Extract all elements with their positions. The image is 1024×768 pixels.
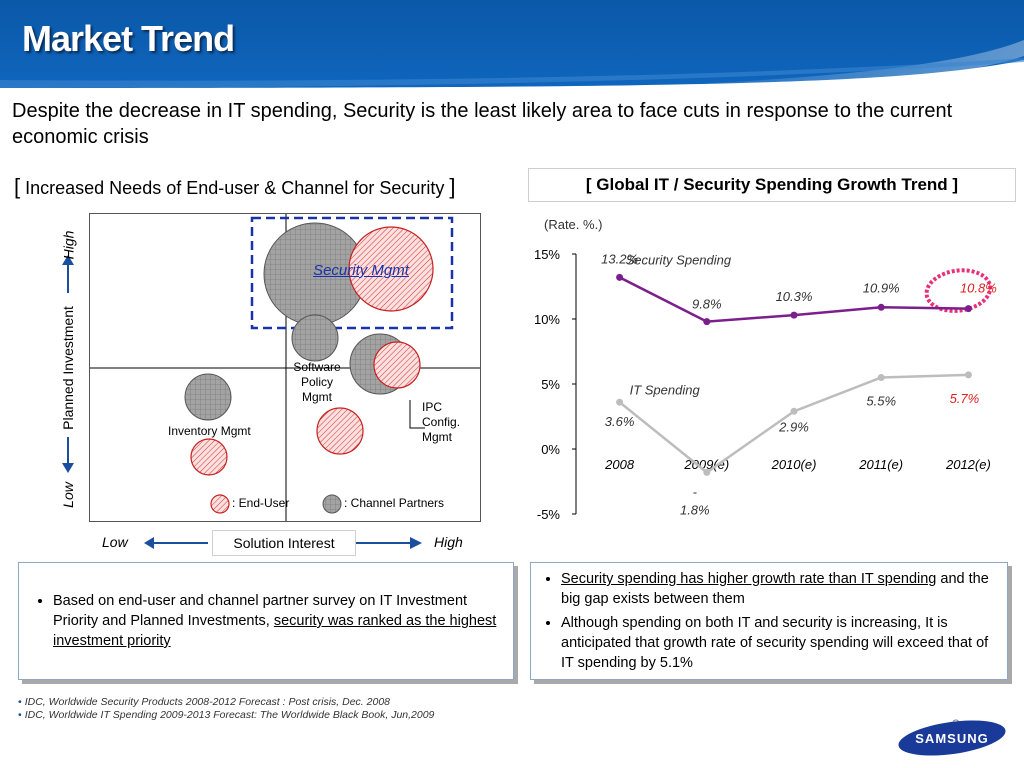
- series-point: [703, 468, 711, 476]
- summary-left-text: Based on end-user and channel partner su…: [53, 593, 468, 629]
- series-point: [616, 398, 624, 406]
- ipc-leader-line: [409, 400, 425, 429]
- page-subtitle: Despite the decrease in IT spending, Sec…: [12, 100, 953, 148]
- y-axis-high-label: High: [59, 230, 76, 260]
- x-axis-low-label: Low: [102, 534, 128, 550]
- header-band: [0, 0, 1024, 88]
- inventory-enduser-bubble: [190, 438, 228, 476]
- software-policy-channel-bubble: [291, 314, 339, 362]
- x-category-label: 2008: [604, 457, 635, 472]
- series-point: [616, 273, 624, 281]
- series-point: [964, 305, 972, 313]
- security-enduser-bubble: [348, 226, 434, 312]
- series-point: [703, 318, 711, 326]
- security-data-label: 9.8%: [692, 297, 722, 312]
- ipc-enduser-bubble: [373, 341, 421, 389]
- x-axis-high-label: High: [434, 534, 463, 550]
- heading-bracket-close: ]: [449, 174, 456, 199]
- legend-enduser-icon: [210, 494, 230, 514]
- right-panel-heading: [ Global IT / Security Spending Growth T…: [528, 168, 1016, 202]
- y-tick-label: 15%: [534, 247, 560, 262]
- inventory-channel-bubble: [184, 373, 232, 421]
- footnote-2-text: IDC, Worldwide IT Spending 2009-2013 For…: [24, 709, 435, 721]
- legend-enduser-label: : End-User: [232, 496, 290, 510]
- summary-left-box: Based on end-user and channel partner su…: [18, 562, 514, 680]
- y-tick-label: 5%: [541, 377, 560, 392]
- it-data-label: 5.5%: [866, 394, 896, 409]
- summary-right-item-2: Although spending on both IT and securit…: [561, 613, 997, 673]
- heading-bracket-open: [: [14, 174, 21, 199]
- logo-text: SAMSUNG: [915, 731, 988, 746]
- highlight-dashed-box: [250, 216, 454, 330]
- summary-right-item-1: Security spending has higher growth rate…: [561, 569, 997, 609]
- growth-trend-chart: 15% 10% 5% 0% -5% 2008 2009(e) 2010(e) 2011(e) 20…: [534, 247, 997, 522]
- software-policy-label: Software Policy Mgmt: [293, 360, 341, 404]
- security-mgmt-label: Security Mgmt: [313, 262, 409, 279]
- series-point: [964, 371, 972, 379]
- summary-right-text-1: and the big gap exists between them: [561, 571, 989, 607]
- it-data-label: 2.9%: [778, 419, 809, 434]
- y-axis-low-label: Low: [60, 482, 76, 508]
- ipc-config-label: IPC Config. Mgmt: [422, 400, 461, 444]
- security-data-label: 13.2%: [601, 251, 638, 266]
- summary-left-underlined: security was ranked as the highest inves…: [53, 613, 497, 649]
- bubble-matrix-svg: [90, 214, 480, 521]
- y-tick-label: 10%: [534, 312, 560, 327]
- left-panel-heading: [ Increased Needs of End-user & Channel …: [14, 174, 455, 200]
- footnote-1: • IDC, Worldwide Security Products 2008-2…: [18, 696, 391, 708]
- highlight-ring: [924, 268, 993, 313]
- it-data-label: 1.8%: [680, 502, 710, 517]
- x-category-label: 2011(e): [858, 457, 903, 472]
- y-axis-label: Planned Investment: [60, 306, 76, 430]
- summary-right-underlined: Security spending has higher growth rate…: [561, 571, 937, 587]
- y-tick-label: -5%: [537, 507, 561, 522]
- ipc-enduser-small-bubble: [316, 407, 364, 455]
- page-title: Market Trend: [22, 18, 235, 59]
- footnotes: • IDC, Worldwide Security Products 2008-2…: [18, 696, 467, 722]
- legend-channel-label: : Channel Partners: [344, 496, 445, 510]
- it-data-label: 5.7%: [950, 391, 980, 406]
- footnote-2: • IDC, Worldwide IT Spending 2009-2013 Fo…: [18, 709, 435, 721]
- security-series-name: Security Spending: [626, 252, 732, 267]
- it-data-label: 3.6%: [605, 414, 635, 429]
- security-data-label: 10.9%: [863, 280, 900, 295]
- left-heading-text: Increased Needs of End-user & Channel fo…: [20, 178, 450, 198]
- x-category-label: 2012(e): [945, 457, 991, 472]
- x-axis-left-arrow-icon: [144, 537, 154, 549]
- x-category-label: 2010(e): [771, 457, 817, 472]
- summary-left-item: Based on end-user and channel partner su…: [53, 591, 497, 651]
- footnote-1-text: IDC, Worldwide Security Products 2008-20…: [24, 696, 391, 708]
- security-data-label: 10.3%: [776, 289, 813, 304]
- samsung-logo: SAMSUNG: [898, 720, 1006, 756]
- series-point: [877, 374, 885, 381]
- y-tick-label: 0%: [541, 442, 560, 457]
- series-point: [790, 407, 798, 415]
- x-axis-right-arrow-icon: [410, 537, 422, 549]
- it-data-label: -: [693, 484, 698, 499]
- it-series-name: IT Spending: [630, 382, 701, 397]
- y-axis-down-arrow-icon: [62, 463, 74, 473]
- bubble-matrix: Security Mgmt Software Policy Mgmt IPC C…: [89, 213, 481, 522]
- y-axis-up-arrow-icon: [62, 255, 74, 265]
- series-point: [790, 311, 798, 319]
- summary-right-box: Security spending has higher growth rate…: [530, 562, 1008, 680]
- y-axis-arrows: [62, 255, 74, 473]
- security-data-label: 10.8%: [960, 281, 997, 296]
- x-category-label: 2009(e): [683, 457, 729, 472]
- inventory-mgmt-label: Inventory Mgmt: [168, 424, 251, 438]
- legend-channel-icon: [322, 494, 342, 514]
- rate-unit-note: (Rate. %.): [544, 217, 603, 232]
- series-point: [877, 303, 885, 311]
- x-axis-label: Solution Interest: [212, 530, 356, 556]
- x-axis-arrows: [144, 537, 422, 549]
